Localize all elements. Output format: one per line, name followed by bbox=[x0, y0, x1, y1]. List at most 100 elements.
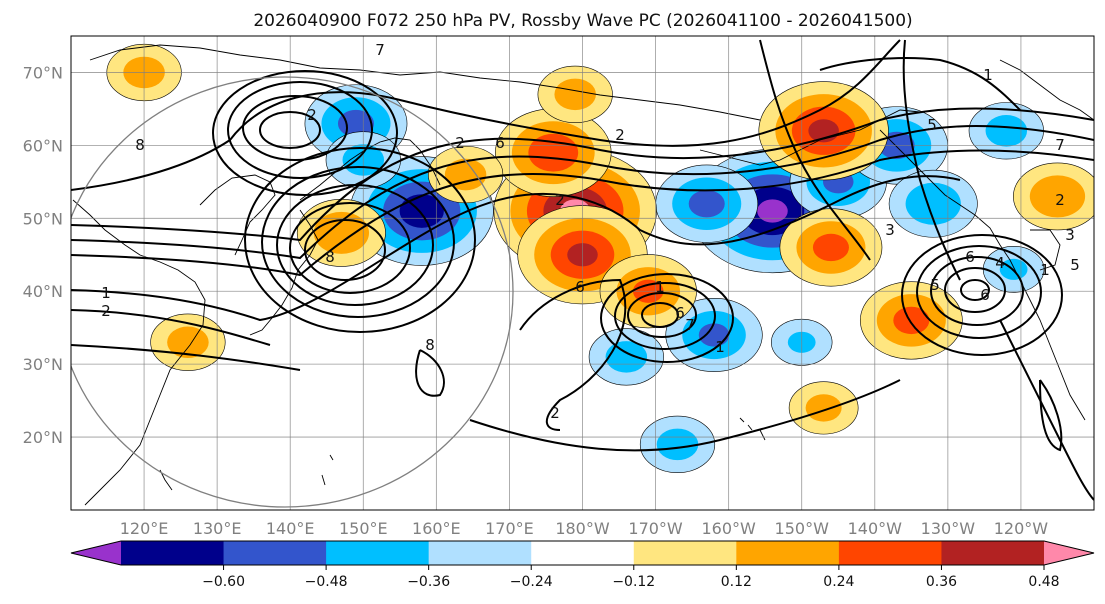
pc-anomaly-level bbox=[805, 394, 842, 422]
pc-anomaly bbox=[758, 81, 889, 181]
contour-label: 3 bbox=[885, 221, 895, 239]
lon-tick-label: 160°W bbox=[701, 519, 756, 538]
contour-label: 6 bbox=[575, 278, 585, 296]
colorbar-outline bbox=[70, 540, 1095, 566]
colorbar-segment bbox=[326, 541, 430, 565]
pc-anomaly bbox=[779, 208, 883, 287]
colorbar-tick-label: 0.36 bbox=[926, 574, 957, 590]
pc-anomaly bbox=[788, 381, 859, 435]
contour-label: 5 bbox=[1070, 256, 1080, 274]
colorbar-tick-label: 0.12 bbox=[721, 574, 752, 590]
pc-anomaly-level bbox=[698, 323, 730, 347]
colorbar-tick-label: 0.24 bbox=[823, 574, 854, 590]
contour-label: 2 bbox=[615, 126, 625, 144]
pc-anomaly bbox=[655, 164, 759, 243]
contour-label: 4 bbox=[995, 254, 1005, 272]
pc-anomaly bbox=[639, 415, 716, 473]
pc-anomaly-level bbox=[444, 158, 487, 191]
reference-circle bbox=[71, 76, 514, 508]
pc-anomaly bbox=[427, 145, 504, 204]
colorbar-tick-label: −0.48 bbox=[305, 574, 348, 590]
contour-label: 1 bbox=[101, 284, 111, 302]
contour-label: 7 bbox=[375, 41, 385, 59]
lon-tick-label: 140°W bbox=[848, 519, 903, 538]
lat-tick-label: 40°N bbox=[23, 282, 63, 301]
lon-tick-label: 120°E bbox=[120, 519, 169, 538]
contour-label: 6 bbox=[965, 248, 975, 266]
lon-tick-label: 120°W bbox=[994, 519, 1049, 538]
contour-label: 5 bbox=[930, 276, 940, 294]
contour-label: 2 bbox=[550, 404, 560, 422]
pv-contours bbox=[71, 39, 1094, 501]
contour-label: 6 bbox=[980, 286, 990, 304]
lat-tick-label: 20°N bbox=[23, 428, 63, 447]
lat-tick-label: 70°N bbox=[23, 63, 63, 82]
pc-anomaly-level bbox=[985, 115, 1028, 147]
colorbar-tick-label: 0.48 bbox=[1028, 574, 1059, 590]
contour-label: 1 bbox=[983, 66, 993, 84]
pc-anomaly bbox=[1013, 162, 1094, 231]
colorbar-extend-high bbox=[1044, 541, 1094, 565]
colorbar-segment bbox=[531, 541, 635, 565]
pc-anomaly-level bbox=[554, 78, 596, 111]
contour-label: 1 bbox=[715, 338, 725, 356]
lon-tick-label: 150°E bbox=[339, 519, 388, 538]
lon-tick-label: 140°E bbox=[266, 519, 315, 538]
pc-anomaly-level bbox=[812, 233, 849, 262]
pc-anomaly-level bbox=[757, 199, 788, 223]
pc-anomaly-level bbox=[893, 306, 930, 335]
pc-anomaly bbox=[888, 169, 978, 238]
lon-tick-label: 150°W bbox=[775, 519, 830, 538]
lon-tick-label: 180°W bbox=[555, 519, 610, 538]
pc-anomaly-level bbox=[1029, 175, 1086, 218]
pc-anomaly bbox=[537, 65, 613, 123]
lon-tick-label: 130°E bbox=[193, 519, 242, 538]
colorbar-segment bbox=[633, 541, 737, 565]
colorbar-segment bbox=[121, 541, 225, 565]
lon-tick-label: 160°E bbox=[412, 519, 461, 538]
contour-label: 3 bbox=[1065, 226, 1075, 244]
colorbar-tick-label: −0.60 bbox=[202, 574, 245, 590]
colorbar-segment bbox=[941, 541, 1045, 565]
lat-tick-label: 60°N bbox=[23, 136, 63, 155]
contour-label: 2 bbox=[1055, 191, 1065, 209]
colorbar-segment bbox=[736, 541, 840, 565]
pc-anomaly-level bbox=[167, 326, 209, 359]
longitude-axis: 120°E 130°E 140°E 150°E 160°E 170°E 180°W 170°W… bbox=[120, 519, 1049, 538]
pc-anomaly bbox=[859, 281, 963, 360]
contour-label: 2 bbox=[101, 302, 111, 320]
lat-tick-label: 50°N bbox=[23, 209, 63, 228]
pc-anomaly bbox=[495, 108, 612, 197]
contour-label: 1 bbox=[1040, 261, 1050, 279]
latitude-axis: 20°N 30°N 40°N 50°N 60°N 70°N bbox=[23, 63, 63, 447]
contour-label: 8 bbox=[425, 336, 435, 354]
contour-label: 6 bbox=[675, 304, 685, 322]
contour-label: 2 bbox=[307, 106, 317, 124]
lon-tick-label: 170°W bbox=[628, 519, 683, 538]
pc-anomaly-level bbox=[656, 428, 699, 461]
colorbar-segment bbox=[838, 541, 942, 565]
colorbar-tick-label: −0.36 bbox=[407, 574, 450, 590]
contour-label: 7 bbox=[1055, 136, 1065, 154]
colorbar-segment bbox=[428, 541, 532, 565]
pc-anomaly bbox=[296, 199, 386, 267]
lat-tick-label: 30°N bbox=[23, 355, 63, 374]
colorbar-tick-label: −0.24 bbox=[510, 574, 553, 590]
contour-label: 5 bbox=[927, 116, 937, 134]
pc-anomaly bbox=[588, 328, 664, 386]
colorbar-extend-low bbox=[71, 541, 121, 565]
contour-label: 2 bbox=[555, 191, 565, 209]
contour-label: 6 bbox=[495, 134, 505, 152]
chart-title: 2026040900 F072 250 hPa PV, Rossby Wave … bbox=[253, 11, 912, 31]
pc-anomaly bbox=[665, 298, 763, 372]
pc-anomaly-level bbox=[605, 341, 648, 373]
lon-tick-label: 130°W bbox=[921, 519, 976, 538]
contour-label: 1 bbox=[655, 278, 665, 296]
contour-label: 8 bbox=[325, 248, 335, 266]
contour-label: 8 bbox=[135, 136, 145, 154]
pc-anomaly-level bbox=[905, 182, 961, 225]
pc-anomaly-level bbox=[688, 190, 725, 218]
